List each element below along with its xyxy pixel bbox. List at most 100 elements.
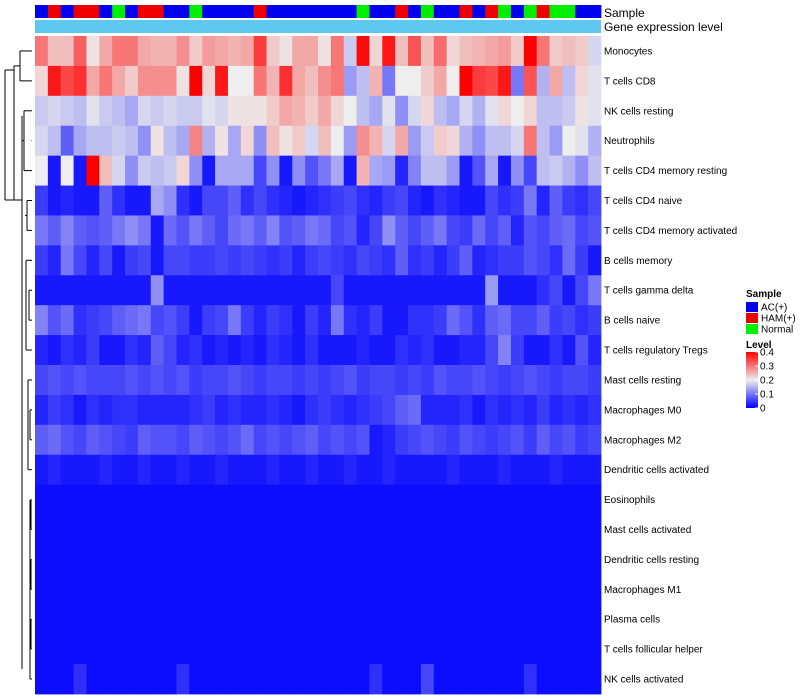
heatmap-cell <box>472 155 486 186</box>
heatmap-cell <box>137 664 152 695</box>
heatmap-cell <box>498 574 512 605</box>
heatmap-cell <box>60 424 74 456</box>
heatmap-cell <box>305 544 319 575</box>
heatmap-cell <box>86 484 100 515</box>
heatmap-cell <box>420 604 435 635</box>
heatmap-cell <box>137 365 152 396</box>
heatmap-cell <box>137 155 152 186</box>
heatmap-cell <box>240 95 255 127</box>
heatmap-cell <box>215 365 229 396</box>
heatmap-cell <box>562 574 576 605</box>
heatmap-cell <box>318 65 332 97</box>
sample-annotation-cell <box>176 5 190 18</box>
heatmap-cell <box>279 394 293 426</box>
heatmap-cell <box>408 65 422 97</box>
heatmap-cell <box>459 394 473 426</box>
heatmap-cell <box>47 275 62 306</box>
heatmap-cell <box>562 335 576 366</box>
sample-annotation-cell <box>330 5 345 18</box>
heatmap-cell <box>330 275 345 306</box>
heatmap-cell <box>150 454 165 486</box>
heatmap-cell <box>253 275 267 306</box>
heatmap-cell <box>369 335 383 366</box>
heatmap-cell <box>47 664 62 695</box>
heatmap-cell <box>485 424 499 456</box>
heatmap-cell <box>523 454 538 486</box>
heatmap-cell <box>446 275 460 306</box>
heatmap-cell <box>215 185 229 216</box>
sample-annotation-cell <box>163 5 177 18</box>
heatmap-cell <box>137 215 152 246</box>
row-label: NK cells activated <box>604 675 683 686</box>
sample-annotation-cell <box>369 5 383 18</box>
heatmap-cell <box>420 634 435 665</box>
sample-annotation-cell <box>202 5 216 18</box>
legend-level-title: Level <box>746 340 772 351</box>
heatmap-cell <box>485 335 499 366</box>
heatmap-cell <box>215 514 229 545</box>
heatmap-cell <box>343 514 357 545</box>
heatmap-cell <box>266 125 280 157</box>
heatmap-cell <box>99 305 113 336</box>
heatmap-cell <box>292 65 306 97</box>
heatmap-cell <box>35 574 49 605</box>
heatmap-cell <box>86 95 100 127</box>
heatmap-cell <box>112 394 126 426</box>
heatmap-cell <box>99 365 113 396</box>
heatmap-cell <box>369 155 383 186</box>
heatmap-cell <box>562 95 576 127</box>
heatmap-cell <box>420 155 435 186</box>
heatmap-cell <box>510 275 525 306</box>
legend-group-label: HAM(+) <box>761 314 796 325</box>
heatmap-cell <box>292 574 306 605</box>
heatmap-cell <box>408 365 422 396</box>
heatmap-cell <box>433 454 448 486</box>
heatmap-cell <box>227 335 242 366</box>
heatmap-cell <box>150 484 165 515</box>
heatmap-cell <box>472 634 486 665</box>
heatmap-cell <box>588 36 602 67</box>
heatmap-cell <box>433 514 448 545</box>
heatmap-cell <box>227 215 242 246</box>
heatmap-cell <box>73 424 87 456</box>
heatmap-cell <box>588 305 602 336</box>
heatmap-cell <box>472 305 486 336</box>
heatmap-cell <box>125 574 139 605</box>
sample-annotation-cell <box>227 5 242 18</box>
heatmap-cell <box>60 305 74 336</box>
heatmap-cell <box>356 394 370 426</box>
heatmap-cell <box>536 604 550 635</box>
heatmap-cell <box>356 454 370 486</box>
heatmap-cell <box>343 335 357 366</box>
heatmap-cell <box>382 664 396 695</box>
heatmap-cell <box>305 185 319 216</box>
heatmap-cell <box>459 604 473 635</box>
heatmap-cell <box>472 275 486 306</box>
heatmap-cell <box>472 484 486 515</box>
heatmap-cell <box>562 365 576 396</box>
heatmap-cell <box>47 155 62 186</box>
heatmap-cell <box>125 65 139 97</box>
heatmap-cell <box>485 125 499 157</box>
heatmap-cell <box>536 514 550 545</box>
heatmap-cell <box>176 454 190 486</box>
heatmap-cell <box>202 65 216 97</box>
heatmap-cell <box>86 664 100 695</box>
heatmap-cell <box>150 95 165 127</box>
heatmap-cell <box>343 394 357 426</box>
heatmap-cell <box>575 36 589 67</box>
heatmap-cell <box>575 185 589 216</box>
heatmap-cell <box>227 664 242 695</box>
heatmap-cell <box>446 335 460 366</box>
heatmap-cell <box>47 454 62 486</box>
heatmap-cell <box>498 215 512 246</box>
heatmap-cell <box>112 544 126 575</box>
legend-swatch <box>746 313 758 323</box>
heatmap-cell <box>485 484 499 515</box>
heatmap-cell <box>408 634 422 665</box>
heatmap-cell <box>420 65 435 97</box>
heatmap-cell <box>343 185 357 216</box>
heatmap-cell <box>279 65 293 97</box>
heatmap-cell <box>536 664 550 695</box>
heatmap-cell <box>47 125 62 157</box>
